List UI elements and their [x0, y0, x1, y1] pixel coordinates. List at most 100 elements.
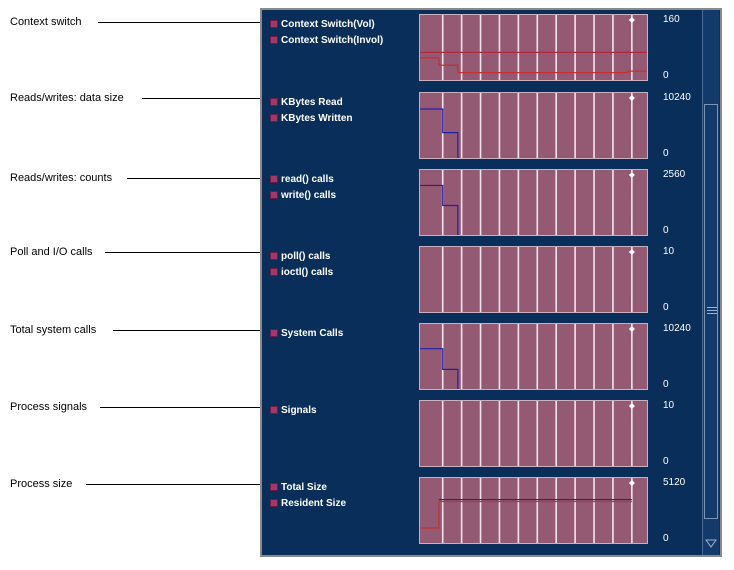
legend-item[interactable]: Total Size [270, 479, 346, 495]
legend-item[interactable]: write() calls [270, 187, 336, 203]
legend-label: KBytes Read [281, 96, 343, 108]
time-cursor-icon[interactable] [628, 17, 635, 23]
callout: Context switch [10, 15, 260, 29]
legend-label: Resident Size [281, 497, 347, 509]
metric-row: Total Size Resident Size 5120 0 [262, 475, 702, 547]
callout-annotations: Context switch Reads/writes: data size Rea… [0, 0, 262, 570]
metric-row: KBytes Read KBytes Written 10240 0 [262, 90, 702, 162]
plot-canvas [420, 15, 647, 80]
legend-label: KBytes Written [281, 112, 353, 124]
metric-row: System Calls 10240 0 [262, 321, 702, 393]
time-cursor-icon[interactable] [628, 172, 635, 178]
series-toggle-icon[interactable] [270, 499, 278, 507]
series-toggle-icon[interactable] [270, 406, 278, 414]
plot-canvas [420, 93, 635, 158]
plot-canvas [420, 170, 635, 235]
legend-item[interactable]: poll() calls [270, 248, 333, 264]
callout-leader-line [86, 484, 260, 485]
legend-label: ioctl() calls [281, 266, 334, 278]
legend-item[interactable]: System Calls [270, 325, 343, 341]
metric-legend: Signals [270, 402, 317, 418]
legend-item[interactable]: Resident Size [270, 495, 346, 511]
series-line-0 [420, 108, 459, 158]
legend-item[interactable]: Context Switch(Invol) [270, 32, 383, 48]
thumb-grip-line [707, 307, 717, 308]
callout-label: Context switch [10, 15, 86, 29]
metric-plot [419, 246, 648, 313]
legend-item[interactable]: read() calls [270, 171, 336, 187]
callout: Reads/writes: counts [10, 171, 260, 185]
time-cursor-icon[interactable] [628, 403, 635, 409]
scroll-down-arrow-icon[interactable] [705, 537, 717, 549]
legend-item[interactable]: Signals [270, 402, 317, 418]
scale-min-label: 0 [663, 148, 669, 159]
series-toggle-icon[interactable] [270, 36, 278, 44]
series-toggle-icon[interactable] [270, 483, 278, 491]
time-cursor-icon[interactable] [628, 480, 635, 486]
scale-max-label: 10240 [663, 323, 691, 334]
scale-max-label: 10240 [663, 92, 691, 103]
legend-label: Context Switch(Invol) [281, 34, 384, 46]
metric-row: Signals 10 0 [262, 398, 702, 470]
legend-item[interactable]: Context Switch(Vol) [270, 16, 383, 32]
time-cursor-icon[interactable] [628, 95, 635, 101]
metric-plot [419, 92, 648, 159]
metric-legend: Total Size Resident Size [270, 479, 346, 511]
metric-plot [419, 477, 648, 544]
scale-min-label: 0 [663, 379, 669, 390]
series-toggle-icon[interactable] [270, 114, 278, 122]
metric-legend: poll() calls ioctl() calls [270, 248, 333, 280]
callout-leader-line [105, 252, 260, 253]
series-line-0 [420, 348, 459, 389]
process-monitor-panel: Context Switch(Vol) Context Switch(Invol)… [260, 8, 722, 557]
series-toggle-icon[interactable] [270, 252, 278, 260]
scale-min-label: 0 [663, 533, 669, 544]
callout-label: Process signals [10, 400, 92, 414]
metric-plot [419, 400, 648, 467]
plot-canvas [441, 401, 635, 466]
scale-max-label: 10 [663, 246, 675, 257]
callout: Poll and I/O calls [10, 245, 260, 259]
metric-legend: KBytes Read KBytes Written [270, 94, 353, 126]
series-toggle-icon[interactable] [270, 175, 278, 183]
legend-label: read() calls [281, 173, 334, 185]
time-cursor-icon[interactable] [628, 249, 635, 255]
series-toggle-icon[interactable] [270, 20, 278, 28]
callout-label: Process size [10, 477, 77, 491]
callout-leader-line [127, 178, 260, 179]
time-cursor-icon[interactable] [628, 326, 635, 332]
legend-item[interactable]: ioctl() calls [270, 264, 333, 280]
series-toggle-icon[interactable] [270, 329, 278, 337]
legend-item[interactable]: KBytes Written [270, 110, 353, 126]
series-toggle-icon[interactable] [270, 268, 278, 276]
thumb-grip-line [707, 310, 717, 311]
plot-canvas [420, 324, 635, 389]
scale-max-label: 2560 [663, 169, 686, 180]
plot-canvas [441, 247, 635, 312]
series-line-0 [420, 57, 647, 74]
callout-leader-line [98, 22, 260, 23]
series-line-1 [420, 500, 632, 529]
scale-min-label: 0 [663, 70, 669, 81]
metric-plot [419, 323, 648, 390]
scroll-thumb[interactable] [704, 104, 718, 519]
callout: Process signals [10, 400, 260, 414]
callout-label: Reads/writes: data size [10, 91, 128, 105]
vertical-scrollbar[interactable] [702, 10, 719, 555]
legend-label: Total Size [281, 481, 327, 493]
callout-leader-line [113, 330, 260, 331]
scale-max-label: 10 [663, 400, 675, 411]
legend-label: write() calls [281, 189, 337, 201]
legend-label: poll() calls [281, 250, 331, 262]
callout-label: Reads/writes: counts [10, 171, 117, 185]
callout-label: Total system calls [10, 323, 101, 337]
series-toggle-icon[interactable] [270, 98, 278, 106]
scale-max-label: 5120 [663, 477, 686, 488]
series-toggle-icon[interactable] [270, 191, 278, 199]
scale-min-label: 0 [663, 225, 669, 236]
callout: Total system calls [10, 323, 260, 337]
metric-legend: System Calls [270, 325, 343, 341]
legend-item[interactable]: KBytes Read [270, 94, 353, 110]
callout: Process size [10, 477, 260, 491]
legend-label: System Calls [281, 327, 344, 339]
